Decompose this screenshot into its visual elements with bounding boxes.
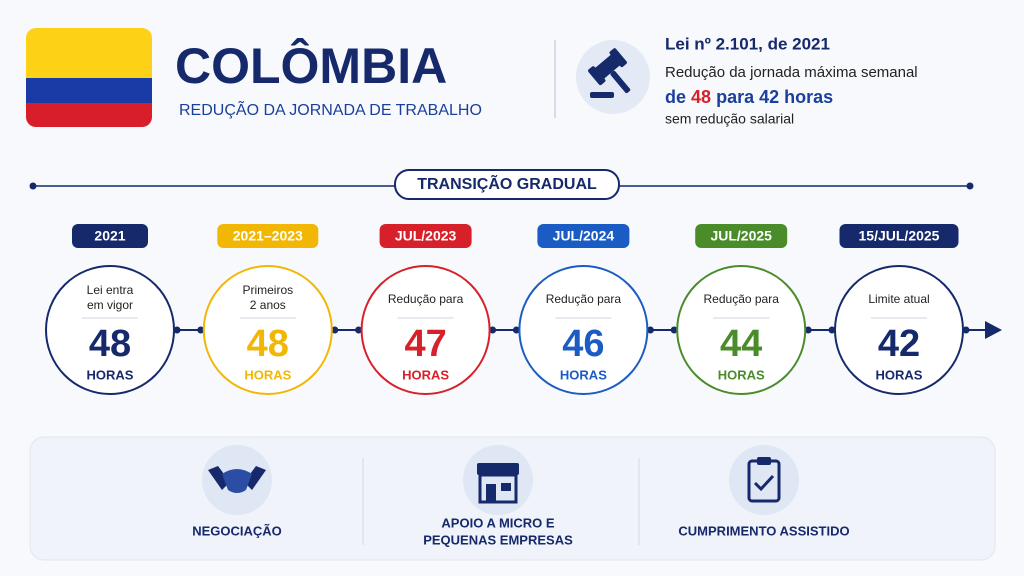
step-circle bbox=[45, 265, 175, 395]
flag bbox=[26, 28, 152, 127]
step-value: 42 bbox=[878, 323, 920, 365]
step-unit: HORAS bbox=[718, 367, 765, 382]
step-caption: em vigor bbox=[87, 298, 133, 312]
date-label: JUL/2024 bbox=[553, 228, 615, 244]
connector-dot bbox=[804, 326, 812, 334]
date-pill bbox=[537, 224, 630, 248]
step-caption: Lei entra bbox=[87, 283, 134, 297]
step-circle bbox=[360, 265, 491, 395]
step-caption: Primeiros bbox=[242, 283, 293, 297]
step-circle bbox=[676, 265, 807, 395]
date-label: 2021–2023 bbox=[233, 228, 303, 244]
feature-label: CUMPRIMENTO ASSISTIDO bbox=[678, 523, 849, 538]
step-value: 47 bbox=[404, 323, 446, 365]
step-value: 46 bbox=[562, 323, 604, 365]
law-title: Lei nº 2.101, de 2021 bbox=[665, 34, 830, 53]
law-line3: sem redução salarial bbox=[665, 111, 794, 127]
connector-dot bbox=[512, 326, 520, 334]
step-caption: Redução para bbox=[388, 292, 464, 306]
step-unit: HORAS bbox=[87, 367, 134, 382]
step-unit: HORAS bbox=[244, 367, 291, 382]
connector-dot bbox=[355, 326, 363, 334]
connector-dot bbox=[197, 326, 205, 334]
connector-dot bbox=[646, 326, 654, 334]
date-pill bbox=[839, 224, 959, 248]
date-pill bbox=[379, 224, 472, 248]
date-label: JUL/2023 bbox=[395, 228, 457, 244]
flag-blue bbox=[26, 78, 152, 103]
connector-dot bbox=[331, 326, 339, 334]
law-line1: Redução da jornada máxima semanal bbox=[665, 64, 918, 81]
connector-dot bbox=[670, 326, 678, 334]
step-unit: HORAS bbox=[560, 367, 607, 382]
date-pill bbox=[217, 224, 319, 248]
step-circle bbox=[834, 265, 964, 395]
law-prefix: de bbox=[665, 87, 686, 107]
connector-dot bbox=[828, 326, 836, 334]
law-from: 48 bbox=[691, 87, 711, 107]
step-value: 48 bbox=[89, 323, 131, 365]
date-pill bbox=[695, 224, 788, 248]
connector-dot bbox=[962, 326, 970, 334]
step-value: 44 bbox=[720, 323, 762, 365]
feature-label: PEQUENAS EMPRESAS bbox=[423, 532, 573, 547]
timeline-pill bbox=[394, 169, 620, 200]
timeline-label: TRANSIÇÃO GRADUAL bbox=[417, 173, 597, 193]
law-line2: de 48 para 42 horas bbox=[665, 87, 833, 107]
gavel-icon bbox=[576, 40, 650, 114]
date-label: 2021 bbox=[94, 228, 125, 244]
law-rest: para 42 horas bbox=[716, 87, 833, 107]
date-label: 15/JUL/2025 bbox=[859, 228, 940, 244]
flag-yellow bbox=[26, 28, 152, 78]
features: NEGOCIAÇÃO APOIO A MICRO E PEQUENAS EMPRES… bbox=[192, 515, 849, 547]
connector-dot bbox=[489, 326, 497, 334]
date-label: JUL/2025 bbox=[710, 228, 772, 244]
arrow-head bbox=[985, 321, 1002, 339]
date-pill bbox=[72, 224, 148, 248]
subtitle: REDUÇÃO DA JORNADA DE TRABALHO bbox=[179, 99, 482, 119]
feature-label: NEGOCIAÇÃO bbox=[192, 523, 282, 538]
step-circle bbox=[202, 265, 333, 395]
step-unit: HORAS bbox=[402, 367, 449, 382]
feature-label: APOIO A MICRO E bbox=[441, 515, 554, 530]
step-caption: Limite atual bbox=[868, 292, 929, 306]
step-caption: Redução para bbox=[546, 292, 622, 306]
flag-red bbox=[26, 103, 152, 127]
step-circle bbox=[518, 265, 649, 395]
timeline-dot bbox=[29, 182, 37, 190]
timeline-dot bbox=[966, 182, 974, 190]
shop-icon bbox=[463, 445, 533, 515]
step-unit: HORAS bbox=[876, 367, 923, 382]
step-value: 48 bbox=[247, 323, 289, 365]
step-caption: Redução para bbox=[704, 292, 780, 306]
checklist-icon bbox=[729, 445, 799, 515]
handshake-icon bbox=[202, 445, 272, 515]
title: COLÔMBIA bbox=[175, 37, 447, 94]
connector-dot bbox=[173, 326, 181, 334]
step-caption: 2 anos bbox=[250, 298, 286, 312]
